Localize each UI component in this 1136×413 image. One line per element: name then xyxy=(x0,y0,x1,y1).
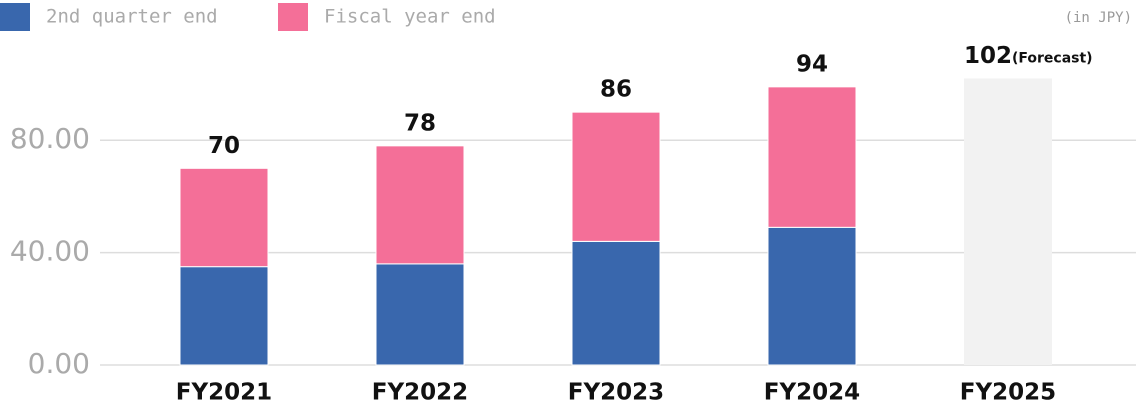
legend-label: Fiscal year end xyxy=(324,6,496,28)
total-label: 70 xyxy=(208,133,240,159)
bar-segment xyxy=(571,240,661,366)
x-tick-label: FY2025 xyxy=(960,380,1056,406)
y-tick-label: 0.00 xyxy=(28,347,90,380)
x-tick-label: FY2024 xyxy=(764,380,860,406)
bar-segment xyxy=(375,145,465,265)
y-tick-label: 40.00 xyxy=(10,235,90,268)
bar-segment xyxy=(179,167,269,268)
x-tick-label: FY2023 xyxy=(568,380,664,406)
bar-segment xyxy=(767,86,857,228)
bar-segment xyxy=(767,226,857,366)
x-tick-label: FY2022 xyxy=(372,380,468,406)
total-label: 94 xyxy=(796,51,828,77)
x-tick-label: FY2021 xyxy=(176,380,272,406)
legend-swatch xyxy=(278,3,308,31)
y-tick-label: 80.00 xyxy=(10,122,90,155)
forecast-bar xyxy=(964,78,1052,365)
bar-segment xyxy=(571,111,661,242)
forecast-label: (Forecast) xyxy=(1012,50,1093,66)
total-label: 102 xyxy=(964,43,1012,69)
total-label: 86 xyxy=(600,77,632,103)
legend-label: 2nd quarter end xyxy=(46,6,218,28)
legend-swatch xyxy=(0,3,30,31)
bar-segment xyxy=(179,266,269,366)
unit-label: (in JPY) xyxy=(1065,10,1132,26)
bar-segment xyxy=(375,263,465,366)
total-label: 78 xyxy=(404,110,436,136)
